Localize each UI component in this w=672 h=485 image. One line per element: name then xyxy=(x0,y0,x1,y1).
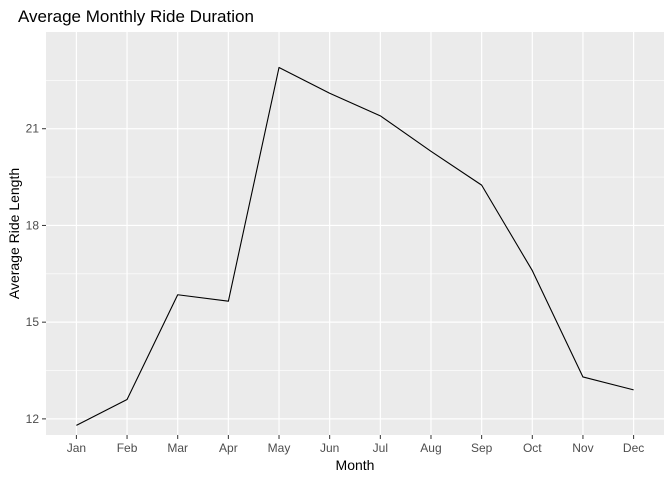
chart-title: Average Monthly Ride Duration xyxy=(18,7,254,26)
x-tick-label: Sep xyxy=(471,441,493,455)
x-tick-label: Mar xyxy=(167,441,188,455)
y-tick-label: 21 xyxy=(26,122,40,136)
x-tick-label: Feb xyxy=(117,441,138,455)
y-tick-label: 15 xyxy=(26,315,40,329)
x-tick-label: Apr xyxy=(219,441,238,455)
y-tick-label: 18 xyxy=(26,218,40,232)
x-tick-label: Dec xyxy=(623,441,644,455)
x-tick-label: Jan xyxy=(67,441,86,455)
x-axis: Jan Feb Mar Apr May Jun Jul Aug Sep Oct Nov Dec xyxy=(67,435,644,455)
series-line xyxy=(76,66,634,426)
y-axis: 12 15 18 21 xyxy=(26,122,46,426)
major-gridlines xyxy=(46,32,664,435)
y-axis-label: Average Ride Length xyxy=(6,168,22,299)
y-tick-label: 12 xyxy=(26,412,40,426)
x-tick-label: May xyxy=(268,441,291,455)
minor-gridlines xyxy=(46,80,664,371)
x-axis-label: Month xyxy=(336,457,375,473)
x-tick-label: Jun xyxy=(320,441,339,455)
x-tick-label: Jul xyxy=(373,441,388,455)
x-tick-label: Aug xyxy=(420,441,441,455)
x-tick-label: Oct xyxy=(523,441,542,455)
series-layer xyxy=(76,66,634,426)
x-tick-label: Nov xyxy=(572,441,593,455)
plot-panel xyxy=(46,32,664,435)
